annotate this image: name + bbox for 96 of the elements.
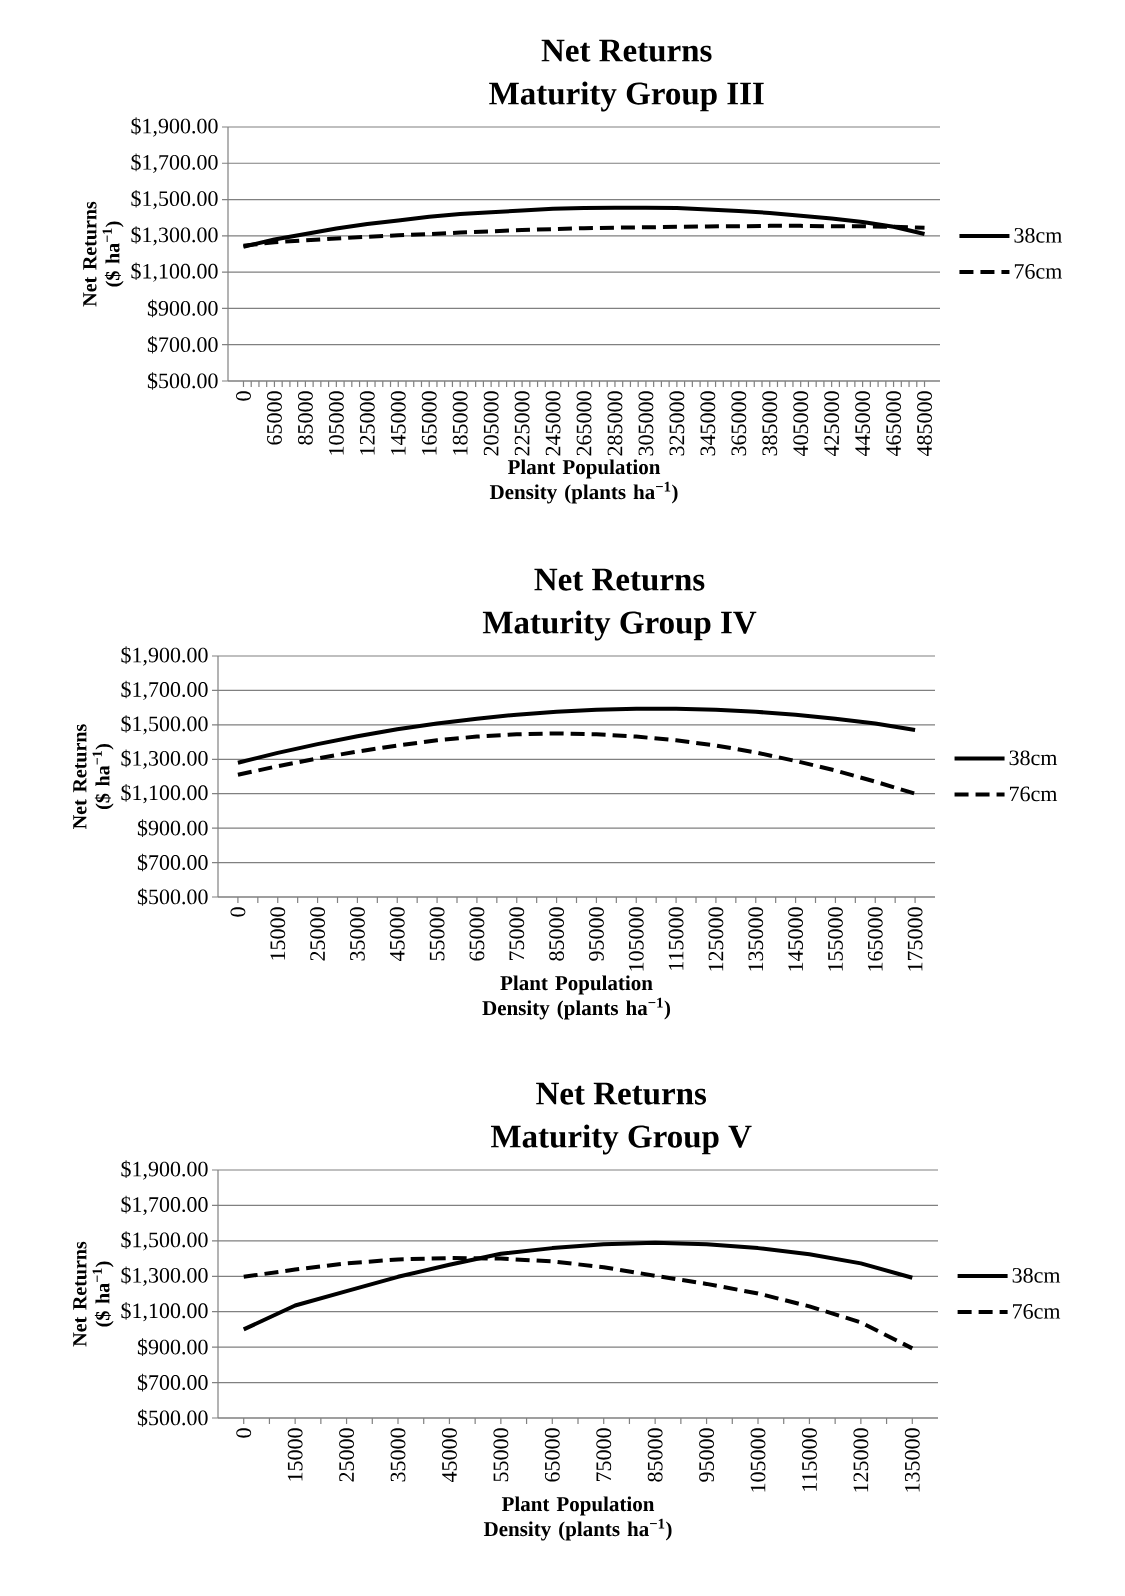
legend-label: 38cm [1012,1267,1061,1283]
x-tick-label: 115000 [668,907,684,970]
x-tick-label: 175000 [907,907,923,971]
x-tick-label: 365000 [731,391,747,456]
x-tick-label: 35000 [349,907,365,961]
x-tick-label: 405000 [793,391,809,457]
x-tick-label: 205000 [483,391,499,456]
y-tick-label: $1,900.00 [121,646,208,666]
chart-title: Net Returns [536,1082,707,1105]
x-tick-label: 135000 [748,907,764,971]
y-tick-label: $1,700.00 [121,680,208,701]
x-tick-label: 185000 [452,391,468,455]
x-tick-label: 15000 [287,1428,303,1481]
x-axis-title: Plant Population Density (plants ha$^{−1}$) [489,459,678,504]
y-tick-label: $700.00 [137,1373,208,1392]
x-tick-label: 115000 [802,1428,817,1491]
x-tick-label: 305000 [638,391,654,456]
y-tick-label: $500.00 [137,888,208,906]
y-tick-label: $700.00 [137,853,208,872]
x-tick-label: 65000 [469,907,485,961]
x-tick-label: 65000 [544,1428,560,1482]
x-tick-label: 485000 [917,391,932,457]
y-tick-label: $900.00 [137,1338,208,1356]
legend-label: 76cm [1013,1304,1061,1319]
x-tick-label: 75000 [509,907,525,961]
y-tick-label: $1,900.00 [121,1160,208,1180]
x-tick-label: 105000 [628,907,644,971]
x-tick-label: 225000 [514,391,530,456]
chart-title: Net Returns [541,39,712,62]
x-tick-label: 155000 [828,907,843,971]
y-tick-label: $1,700.00 [131,153,218,173]
x-tick-label: 145000 [788,907,804,971]
y-tick-label: $1,100.00 [121,1302,208,1322]
x-tick-label: 145000 [390,391,406,455]
x-tick-label: 85000 [647,1428,663,1482]
x-tick-label: 95000 [699,1428,714,1482]
x-tick-label: 125000 [708,907,724,971]
x-tick-label: 35000 [390,1428,406,1482]
y-tick-label: $1,500.00 [121,1231,208,1251]
legend-label: 38cm [1009,750,1058,766]
y-tick-label: $1,500.00 [131,189,218,210]
x-tick-label: 385000 [762,391,778,456]
x-tick-label: 285000 [607,391,623,456]
legend-label: 76cm [1009,786,1058,802]
x-tick-label: 345000 [700,391,716,456]
y-tick-label: $900.00 [147,299,218,318]
x-tick-label: 0 [236,1428,252,1438]
x-tick-label: 75000 [596,1428,612,1482]
x-tick-label: 105000 [328,391,344,455]
y-tick-label: $1,700.00 [121,1195,208,1216]
line-series [235,706,918,765]
x-tick-label: 95000 [588,907,604,961]
x-tick-label: 105000 [750,1428,766,1492]
y-tick-label: $1,100.00 [131,262,218,282]
chart-title: Net Returns [534,568,705,591]
x-tick-label: 55000 [429,907,445,961]
x-tick-label: 85000 [549,907,565,961]
y-tick-label: $1,500.00 [121,715,208,735]
legend-label: 76cm [1014,264,1062,279]
x-tick-label: 265000 [576,391,592,456]
chart-subtitle: Maturity Group V [490,1124,752,1155]
x-tick-label: 135000 [904,1428,920,1492]
x-tick-label: 0 [230,907,246,917]
x-tick-label: 165000 [421,391,437,455]
x-tick-label: 15000 [270,907,286,960]
x-tick-label: 165000 [867,907,883,971]
chart-subtitle: Maturity Group IV [482,610,757,641]
x-tick-label: 125000 [853,1428,869,1492]
x-tick-label: 25000 [339,1428,354,1482]
chart-subtitle: Maturity Group III [489,81,764,112]
legend-label: 38cm [1014,227,1062,243]
y-tick-label: $1,300.00 [121,1266,208,1286]
y-tick-label: $1,300.00 [131,226,218,246]
y-tick-label: $1,300.00 [121,749,208,769]
x-tick-label: 0 [236,391,251,401]
line-series [235,731,918,796]
x-tick-label: 25000 [310,907,326,961]
x-tick-label: 445000 [855,391,871,457]
x-tick-label: 425000 [824,391,840,457]
y-tick-label: $500.00 [147,372,218,390]
x-tick-label: 325000 [669,391,685,456]
x-tick-label: 65000 [267,391,282,445]
x-tick-label: 45000 [442,1428,457,1483]
x-axis-title: Plant Population Density (plants ha$^{−1}$) [482,975,671,1020]
x-axis-title: Plant Population Density (plants ha$^{−1}$) [483,1496,672,1541]
y-tick-label: $1,900.00 [131,117,218,137]
x-tick-label: 85000 [297,391,313,445]
x-tick-label: 245000 [545,391,561,456]
x-tick-label: 125000 [359,391,375,455]
y-tick-label: $500.00 [137,1409,208,1427]
x-tick-label: 45000 [389,907,405,962]
y-tick-label: $900.00 [137,819,208,837]
y-tick-label: $700.00 [147,335,218,354]
y-tick-label: $1,100.00 [121,784,208,804]
x-tick-label: 465000 [886,391,901,457]
x-tick-label: 55000 [493,1428,509,1482]
